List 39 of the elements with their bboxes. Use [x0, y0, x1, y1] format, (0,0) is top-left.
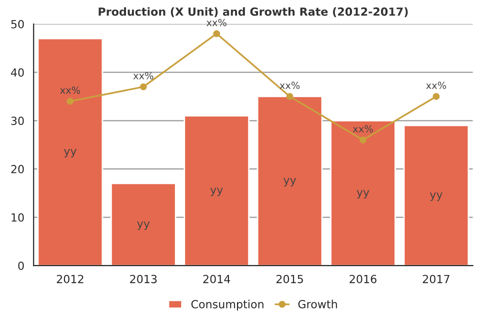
x-tick-label: 2015	[276, 274, 303, 284]
x-tick-label: 2012	[56, 274, 84, 284]
bar	[256, 96, 323, 266]
legend-label: Growth	[298, 300, 337, 308]
legend-label: Consumption	[191, 300, 264, 311]
data-label: xx%	[426, 82, 446, 90]
point	[213, 30, 220, 38]
point	[360, 136, 366, 144]
x-tick-label: 2013	[130, 274, 157, 284]
x-tick-label: 2016	[350, 274, 376, 284]
y-tick-label: 10	[12, 213, 24, 222]
data-label: yy	[356, 190, 370, 198]
data-label: yy	[64, 149, 76, 158]
chart-title: Production (X Unit) and Growth Rate (2012-2017)	[98, 7, 408, 18]
x-tick-label: 2017	[422, 274, 450, 284]
point	[286, 93, 294, 100]
bar	[110, 182, 176, 266]
x-tick-label: 2014	[203, 274, 230, 284]
bar	[37, 38, 104, 266]
data-label: yy	[210, 188, 223, 196]
data-label: xx%	[133, 72, 154, 80]
point	[140, 83, 147, 90]
data-label: yy	[430, 192, 442, 201]
point	[66, 98, 74, 105]
y-tick-label: 50	[11, 20, 24, 28]
data-label: xx%	[280, 82, 300, 90]
data-label: xx%	[206, 18, 226, 26]
data-label: xx%	[60, 86, 80, 94]
bar	[330, 120, 396, 266]
y-tick-label: 30	[11, 116, 24, 126]
data-label: yy	[284, 178, 296, 186]
y-tick-label: 40	[10, 68, 24, 77]
bar	[403, 124, 470, 266]
point	[432, 93, 440, 100]
data-label: yy	[137, 222, 150, 230]
bar	[184, 115, 250, 266]
data-label: xx%	[352, 125, 373, 133]
y-tick-label: 20	[11, 164, 24, 174]
y-tick-label: 0	[18, 262, 24, 270]
